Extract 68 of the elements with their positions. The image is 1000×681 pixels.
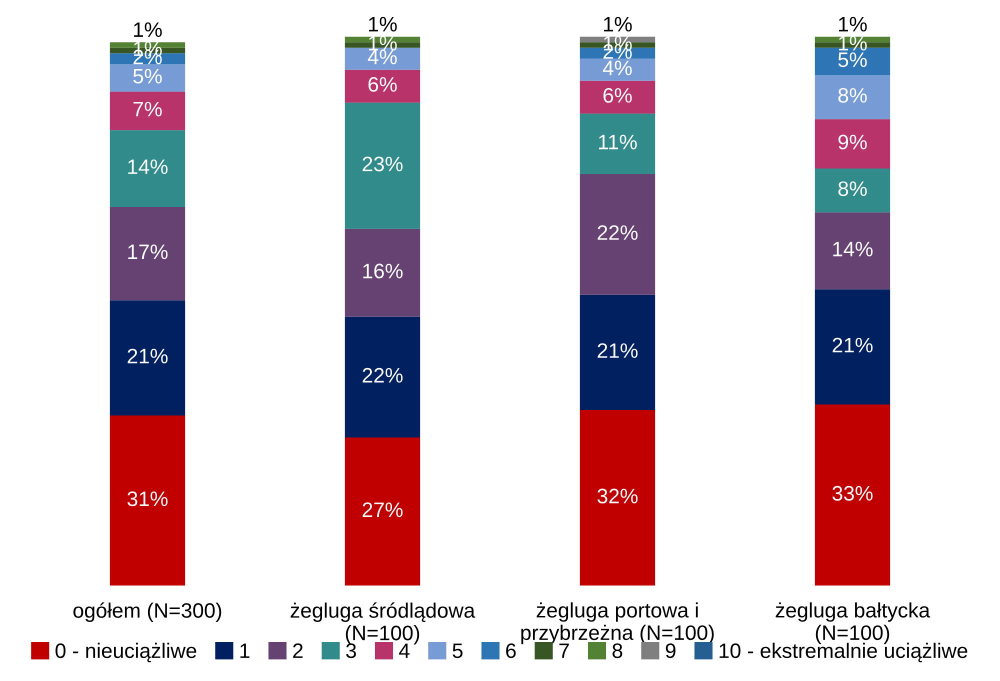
- data-label: 1%: [839, 36, 867, 51]
- data-label: 8%: [838, 181, 867, 196]
- legend-label: 5: [452, 644, 463, 658]
- bar: [580, 294, 656, 410]
- data-label: 21%: [128, 348, 168, 364]
- bar: [344, 316, 420, 438]
- legend-label: 6: [506, 643, 516, 658]
- bar: [814, 168, 890, 212]
- legend-label: 1: [240, 644, 250, 658]
- data-label: 1%: [839, 16, 867, 32]
- data-label: 16%: [363, 264, 403, 278]
- data-label: 22%: [598, 225, 638, 240]
- data-label: 23%: [362, 156, 403, 172]
- data-label: 7%: [134, 102, 162, 116]
- data-label: 9%: [838, 134, 867, 150]
- x-tick-label: ogółem (N=300): [73, 602, 222, 622]
- bar: [580, 114, 656, 174]
- data-label: 4%: [368, 50, 397, 64]
- legend-label: 7: [559, 644, 569, 658]
- data-label: 8%: [838, 88, 867, 103]
- legend-label: 3: [346, 643, 356, 658]
- data-label: 14%: [128, 159, 168, 174]
- data-label: 6%: [604, 88, 632, 103]
- legend-label: 9: [666, 643, 676, 658]
- data-label: 5%: [838, 52, 867, 68]
- data-label: 4%: [602, 60, 632, 76]
- bar: [580, 80, 656, 114]
- x-tick-label: żegluga portowa i przybrzeżna (N=100): [521, 602, 714, 644]
- bar: [110, 206, 186, 300]
- bar: [110, 416, 186, 586]
- data-label: 1%: [134, 22, 162, 37]
- data-label: 21%: [598, 343, 638, 358]
- bar: [110, 300, 186, 416]
- data-label: 1%: [369, 16, 397, 32]
- data-label: 6%: [368, 77, 397, 92]
- data-label: 1%: [604, 16, 632, 32]
- bar: [814, 75, 890, 120]
- bar: [110, 92, 186, 130]
- data-label: 21%: [832, 338, 873, 352]
- legend-label: 0 - nieuciążliwe: [56, 642, 196, 662]
- bar: [344, 437, 420, 586]
- bar: [814, 289, 890, 405]
- legend-label: 8: [612, 643, 622, 658]
- bar: [110, 64, 186, 92]
- x-tick-label: żegluga śródlądowa (N=100): [290, 602, 476, 644]
- bar: [344, 228, 420, 317]
- legend-label: 4: [399, 644, 410, 658]
- data-label: 5%: [133, 68, 162, 84]
- data-label: 27%: [362, 502, 403, 518]
- legend-label: 2: [293, 643, 303, 658]
- bar: [344, 102, 420, 229]
- data-label: 17%: [128, 244, 168, 260]
- bar: [344, 70, 420, 103]
- data-label: 31%: [127, 491, 168, 506]
- data-label: 14%: [833, 242, 873, 256]
- legend-label: 10 - ekstremalnie uciążliwe: [720, 642, 968, 662]
- bar: [814, 404, 890, 586]
- bar: [580, 58, 656, 81]
- data-label: 22%: [362, 368, 403, 383]
- bar: [580, 174, 656, 295]
- data-label: 32%: [597, 488, 638, 504]
- data-label: 33%: [832, 486, 873, 501]
- bar: [110, 130, 186, 207]
- bar: [580, 410, 656, 586]
- bar: [814, 212, 890, 290]
- data-label: 1%: [369, 36, 397, 51]
- data-label: 11%: [599, 134, 637, 150]
- bar: [814, 119, 890, 169]
